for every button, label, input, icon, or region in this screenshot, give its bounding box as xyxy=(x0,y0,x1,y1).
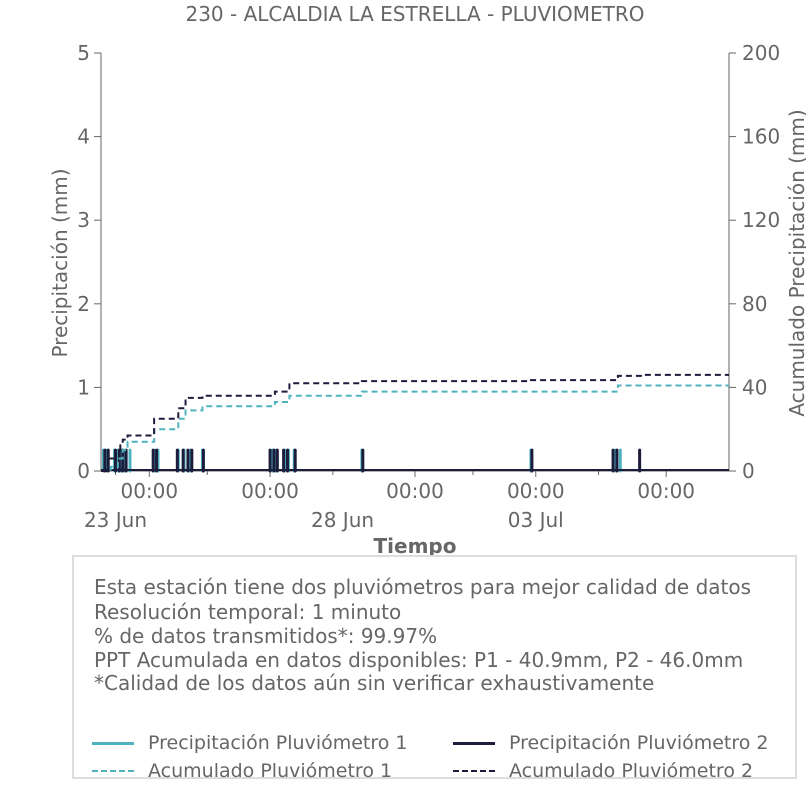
x-axis-label: Tiempo xyxy=(374,534,457,558)
rain-chart: 230 - ALCALDIA LA ESTRELLA - PLUVIOMETRO… xyxy=(48,2,806,558)
legend-swatch-p2-bar xyxy=(453,742,495,745)
y-axis-label-left: Precipitación (mm) xyxy=(48,168,72,357)
legend-p1-bar: Precipitación Pluviómetro 1 xyxy=(148,732,408,754)
x-tick-label-time: 00:00 xyxy=(507,479,565,503)
info-line: *Calidad de los datos aún sin verificar … xyxy=(94,671,655,695)
accumulated-line xyxy=(101,373,729,472)
y-tick-label-left: 5 xyxy=(77,41,90,65)
x-tick-label-time: 00:00 xyxy=(637,479,695,503)
precipitation-bars xyxy=(101,448,729,473)
y-tick-label-left: 3 xyxy=(77,208,90,232)
chart-title: 230 - ALCALDIA LA ESTRELLA - PLUVIOMETRO xyxy=(185,2,644,26)
accumulated-line xyxy=(101,384,729,472)
legend-p2-bar: Precipitación Pluviómetro 2 xyxy=(509,732,769,754)
x-tick-label-date: 28 Jun xyxy=(311,508,374,532)
x-tick-label-date: 23 Jun xyxy=(84,508,147,532)
y-tick-label-left: 1 xyxy=(77,375,90,399)
legend-p1-acc: Acumulado Pluviómetro 1 xyxy=(148,760,393,782)
accumulated-lines xyxy=(101,373,729,472)
y-axis-label-right: Acumulado Precipitación (mm) xyxy=(785,109,806,416)
y-tick-label-right: 200 xyxy=(742,41,780,65)
x-tick-label-time: 00:00 xyxy=(386,479,444,503)
y-tick-label-left: 4 xyxy=(77,125,90,149)
y-tick-label-right: 80 xyxy=(742,292,767,316)
y-tick-label-left: 2 xyxy=(77,292,90,316)
info-line: Resolución temporal: 1 minuto xyxy=(94,600,402,624)
x-tick-label-date: 03 Jul xyxy=(508,508,564,532)
y-tick-label-right: 160 xyxy=(742,125,780,149)
info-line: Esta estación tiene dos pluviómetros par… xyxy=(94,575,752,599)
legend-swatch-p1-bar xyxy=(92,742,134,745)
y-tick-label-left: 0 xyxy=(77,459,90,483)
legend-p2-acc: Acumulado Pluviómetro 2 xyxy=(509,760,754,782)
y-tick-label-right: 40 xyxy=(742,375,767,399)
x-tick-label-time: 00:00 xyxy=(120,479,178,503)
info-line: % de datos transmitidos*: 99.97% xyxy=(94,624,438,648)
info-line: PPT Acumulada en datos disponibles: P1 -… xyxy=(94,648,744,672)
legend-swatch-p2-acc xyxy=(453,770,495,772)
x-tick-label-time: 00:00 xyxy=(241,479,299,503)
axes: 0 1 2 3 4 5 0 40 80 120 160 200 00:00 00:00 00:00 00:00… xyxy=(77,41,780,532)
legend-swatch-p1-acc xyxy=(92,770,134,772)
y-tick-label-right: 120 xyxy=(742,208,780,232)
info-legend-box: Esta estación tiene dos pluviómetros par… xyxy=(72,555,797,782)
y-tick-label-right: 0 xyxy=(742,459,755,483)
